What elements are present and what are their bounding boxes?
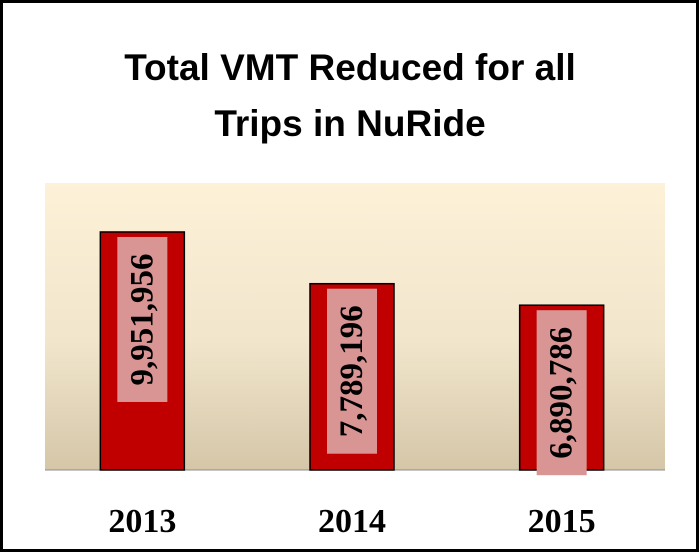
- value-label-box: [117, 236, 168, 402]
- value-label-box: [327, 288, 377, 454]
- value-label: 9,951,956: [124, 253, 160, 385]
- value-label: 6,890,786: [544, 327, 580, 459]
- x-tick-label: 2014: [318, 503, 386, 540]
- x-tick-label: 2013: [108, 503, 176, 540]
- value-label-box: [536, 310, 587, 476]
- x-tick-label: 2015: [528, 503, 596, 540]
- value-label: 7,789,196: [334, 305, 370, 437]
- chart-title: Total VMT Reduced for all Trips in NuRid…: [124, 47, 576, 144]
